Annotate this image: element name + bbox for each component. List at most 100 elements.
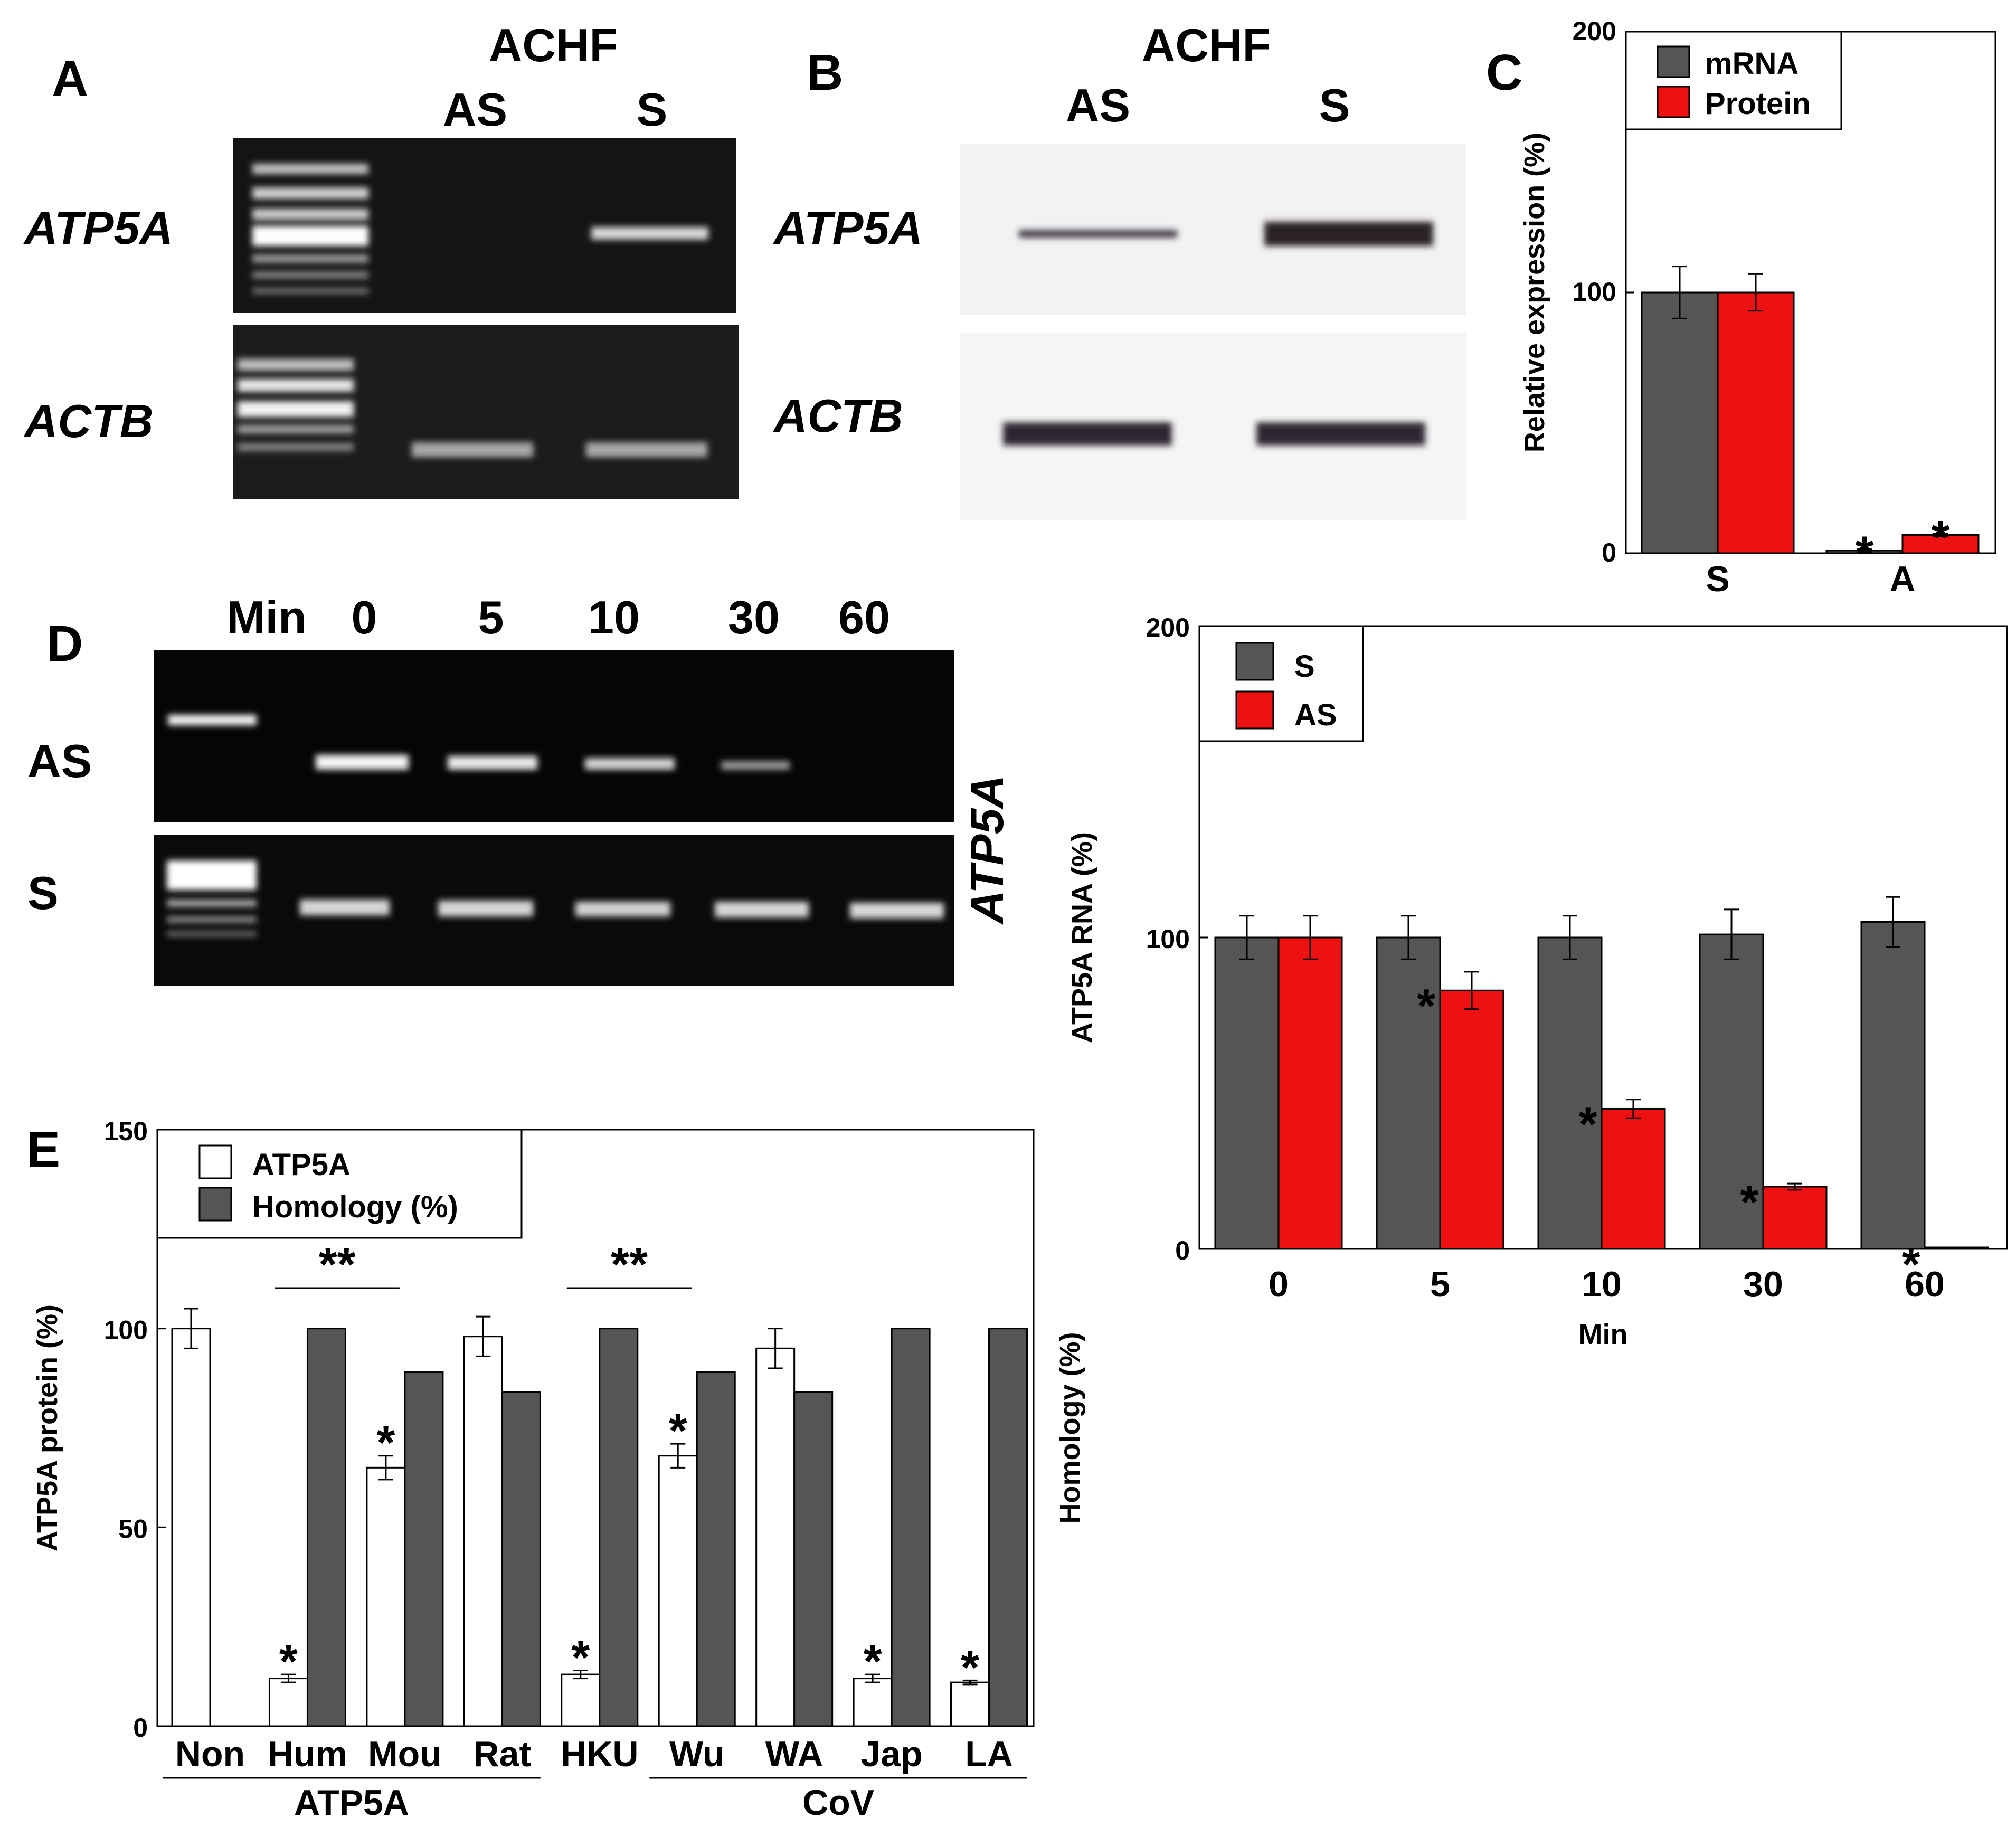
chart-d-category-label: 10 (1582, 1264, 1622, 1304)
chart-e-category-label: Non (175, 1734, 245, 1774)
panel-d-row-as: AS (27, 735, 92, 787)
panel-b-lane-as: AS (1066, 79, 1130, 131)
gel-d-band-s-30 (715, 902, 809, 917)
blot-b-band-s-actb (1256, 422, 1425, 446)
panel-a-letter: A (52, 51, 88, 107)
chart-c-ytick-label: 0 (1602, 538, 1616, 567)
chart-c-legend-swatch (1657, 86, 1690, 118)
chart-d-category-label: 60 (1905, 1264, 1945, 1304)
panel-c-letter: C (1486, 44, 1522, 101)
chart-e-category-label: Hum (268, 1734, 347, 1774)
panel-d-side-label: ATP5A (961, 775, 1013, 925)
panel-b-lane-s: S (1319, 79, 1350, 131)
chart-e-bar-homology--la (988, 1328, 1028, 1727)
panel-b-letter: B (807, 44, 843, 101)
chart-c: 0 100 200 S A * * Relative expression (%) mRNA Pr… (1519, 16, 1996, 599)
chart-e-category-label: WA (765, 1734, 824, 1774)
chart-e-bar-atp5a-jap (853, 1678, 893, 1727)
chart-e-significance-star: * (279, 1635, 298, 1688)
chart-d-bar-s-60 (1860, 921, 1926, 1250)
chart-d-y-axis-label: ATP5A RNA (%) (1066, 832, 1098, 1043)
chart-d-bar-as-5 (1439, 989, 1504, 1250)
chart-e-bar-atp5a-wu (658, 1455, 698, 1727)
chart-e-legend-swatch (198, 1144, 232, 1179)
chart-e-bar-atp5a-hum (268, 1678, 308, 1727)
chart-e-bar-homology--mou (404, 1371, 444, 1727)
gel-a-ladder-bottom (238, 359, 354, 451)
blot-b-band-s-atp5a (1264, 222, 1433, 246)
chart-e-group-label: ATP5A (294, 1783, 409, 1823)
panel-a-row-actb: ACTB (23, 395, 153, 447)
blot-b-band-as-atp5a (1019, 230, 1177, 238)
chart-e-bar-homology--wa (793, 1391, 834, 1727)
panel-d-letter: D (46, 616, 83, 672)
panel-b-row-atp5a: ATP5A (773, 202, 923, 254)
panel-d-lane-30: 30 (728, 591, 780, 643)
chart-e-significance-star: * (571, 1632, 590, 1684)
chart-c-bar-protein-a (1901, 534, 1980, 554)
gel-a-band-s-atp5a (591, 227, 708, 240)
panel-a-gel: A ACHF AS S ATP5A ACTB (23, 19, 739, 499)
panel-b-header: ACHF (1142, 19, 1271, 71)
gel-d-band-as-30 (721, 761, 790, 770)
chart-d-bar-as-0 (1277, 936, 1343, 1250)
chart-c-bar-mrna-s (1641, 291, 1719, 554)
chart-d-legend-swatch (1235, 690, 1274, 730)
gel-d-top (154, 650, 954, 822)
chart-d-significance-star: * (1901, 1238, 1920, 1291)
gel-d-band-s-10 (575, 902, 670, 916)
chart-d-bar-as-60 (1924, 1246, 1989, 1250)
gel-d-ladder-s (167, 860, 257, 936)
chart-c-ytick-label: 200 (1573, 16, 1616, 46)
panel-d-lane-10: 10 (588, 591, 640, 643)
chart-e-ytick-label: 50 (118, 1514, 148, 1544)
gel-a-ladder-top (252, 164, 368, 294)
chart-e-legend-label: Homology (%) (252, 1190, 458, 1224)
chart-e-significance-star: * (864, 1635, 882, 1688)
chart-e-legend-swatch (198, 1187, 232, 1222)
chart-d-category-label: 0 (1269, 1264, 1289, 1304)
chart-d-ytick-label: 200 (1146, 613, 1190, 642)
panel-d-gel: D Min 0 5 10 30 60 AS S ATP5A (27, 591, 1013, 986)
chart-c-category-label: S (1706, 559, 1729, 599)
chart-c-significance-star: * (1931, 512, 1949, 564)
gel-d-band-as-5 (448, 756, 537, 770)
chart-e-ytick-label: 100 (104, 1315, 148, 1345)
chart-c-y-axis-label: Relative expression (%) (1519, 132, 1550, 452)
gel-d-band-s-60 (850, 903, 944, 919)
chart-e-bar-homology--wu (696, 1371, 736, 1727)
chart-d-significance-star: * (1417, 980, 1435, 1033)
chart-e-category-label: LA (965, 1734, 1013, 1774)
chart-e-significance-star: * (669, 1405, 687, 1457)
chart-e-significance-star: * (961, 1641, 979, 1694)
panel-d-lane-60: 60 (838, 591, 890, 643)
chart-e-category-label: Rat (474, 1734, 532, 1774)
panel-b-row-actb: ACTB (773, 390, 903, 442)
chart-e-y2-axis-label: Homology (%) (1054, 1332, 1086, 1524)
chart-e-category-label: Jap (861, 1734, 923, 1774)
chart-e-bracket-mark: ** (319, 1238, 356, 1291)
chart-d-legend-box (1198, 625, 1364, 742)
chart-d-bar-s-10 (1537, 936, 1603, 1250)
chart-d-significance-star: * (1578, 1099, 1597, 1151)
blot-b-band-as-actb (1003, 422, 1172, 446)
panel-a-row-atp5a: ATP5A (23, 202, 173, 254)
chart-e-legend-label: ATP5A (252, 1148, 351, 1182)
panel-d-lane-min: Min (226, 591, 307, 643)
gel-d-band-as-10 (585, 758, 675, 770)
chart-e-bracket-mark: ** (611, 1238, 648, 1291)
chart-d-bar-s-5 (1376, 936, 1441, 1250)
chart-e-bar-atp5a-non (171, 1328, 211, 1727)
chart-e-y-axis-label: ATP5A protein (%) (32, 1304, 63, 1551)
chart-e-bar-atp5a-wa (755, 1347, 796, 1727)
gel-d-ladder-as (168, 715, 257, 725)
panel-d-lane-0: 0 (352, 591, 377, 643)
chart-c-category-label: A (1889, 559, 1915, 599)
gel-d-bottom (154, 835, 954, 986)
panel-d-row-s: S (27, 867, 59, 919)
chart-d-legend-label: S (1294, 649, 1315, 684)
chart-d-bar-as-30 (1762, 1186, 1828, 1250)
chart-d-legend-label: AS (1294, 698, 1337, 732)
gel-d-band-as-0 (316, 755, 409, 770)
